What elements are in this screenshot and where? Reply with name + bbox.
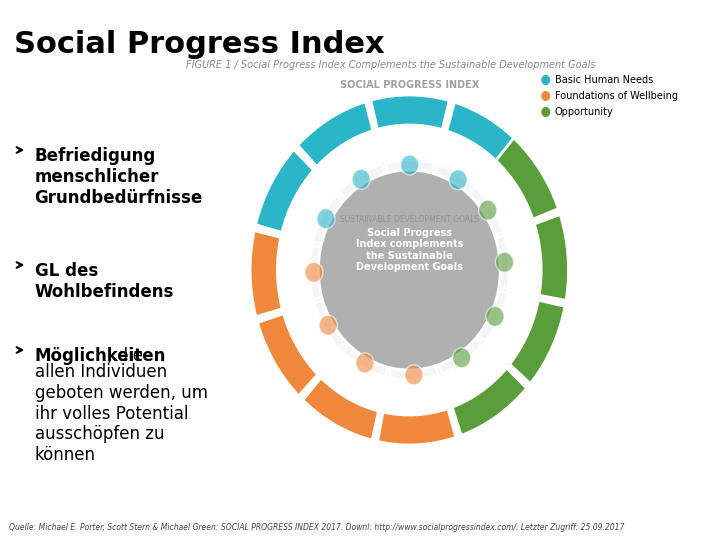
Text: Befriedigung
menschlicher
Grundbedürfnisse: Befriedigung menschlicher Grundbedürfnis…	[35, 147, 203, 207]
Circle shape	[541, 75, 550, 85]
Wedge shape	[310, 245, 322, 299]
Wedge shape	[298, 102, 373, 166]
Circle shape	[305, 262, 323, 282]
Circle shape	[317, 208, 335, 229]
Wedge shape	[495, 235, 509, 289]
Text: Social Progress
Index complements
the Sustainable
Development Goals: Social Progress Index complements the Su…	[356, 227, 463, 272]
Circle shape	[400, 155, 419, 175]
Text: allen Individuen
geboten werden, um
ihr volles Potential
ausschöpfen zu
können: allen Individuen geboten werden, um ihr …	[35, 363, 207, 464]
Text: SUSTAINABLE DEVELOPMENT GOALS: SUSTAINABLE DEVELOPMENT GOALS	[340, 215, 479, 225]
Circle shape	[453, 348, 471, 368]
Wedge shape	[479, 291, 507, 341]
Wedge shape	[435, 165, 480, 199]
Text: Quelle: Michael E. Porter, Scott Stern & Michael Green: SOCIAL PROGRESS INDEX 20: Quelle: Michael E. Porter, Scott Stern &…	[9, 523, 624, 532]
Wedge shape	[390, 366, 438, 380]
Text: Social Progress Index: Social Progress Index	[14, 30, 384, 59]
Circle shape	[479, 200, 497, 220]
Text: Opportunity: Opportunity	[555, 107, 613, 117]
Wedge shape	[385, 160, 434, 173]
Text: Foundations of Wellbeing: Foundations of Wellbeing	[555, 91, 678, 101]
Text: SOCIAL PROGRESS INDEX: SOCIAL PROGRESS INDEX	[340, 80, 479, 90]
Wedge shape	[469, 187, 503, 235]
Wedge shape	[258, 314, 318, 396]
Wedge shape	[371, 95, 449, 130]
Wedge shape	[314, 300, 346, 349]
Circle shape	[449, 170, 467, 190]
Wedge shape	[342, 345, 388, 377]
Circle shape	[495, 252, 513, 272]
Wedge shape	[256, 150, 314, 233]
Circle shape	[356, 353, 374, 373]
Wedge shape	[250, 231, 282, 317]
Wedge shape	[303, 378, 379, 440]
Circle shape	[318, 170, 500, 370]
Text: GL des
Wohlbefindens: GL des Wohlbefindens	[35, 262, 174, 301]
Wedge shape	[377, 409, 456, 445]
Wedge shape	[310, 160, 509, 380]
Wedge shape	[446, 102, 522, 167]
Wedge shape	[496, 138, 559, 219]
Text: Basic Human Needs: Basic Human Needs	[555, 75, 653, 85]
Wedge shape	[439, 338, 483, 374]
Text: , die: , die	[107, 347, 143, 365]
Wedge shape	[339, 164, 384, 199]
Wedge shape	[312, 194, 343, 244]
Wedge shape	[452, 368, 526, 435]
Circle shape	[541, 107, 550, 117]
Wedge shape	[534, 214, 569, 300]
Circle shape	[352, 170, 370, 190]
Wedge shape	[510, 300, 565, 383]
Text: Möglichkeiten: Möglichkeiten	[35, 347, 166, 365]
Circle shape	[486, 306, 504, 327]
Circle shape	[405, 365, 423, 385]
Text: FIGURE 1 / Social Progress Index Complements the Sustainable Development Goals: FIGURE 1 / Social Progress Index Complem…	[186, 60, 596, 70]
Circle shape	[319, 315, 337, 335]
Circle shape	[541, 91, 550, 101]
